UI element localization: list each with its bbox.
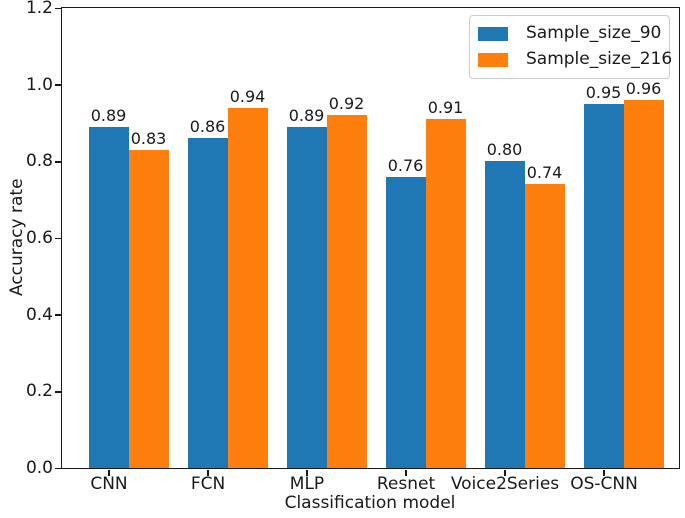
bar-Sample_size_216-Resnet [425, 119, 466, 468]
y-tick-label: 0.4 [25, 304, 53, 325]
bar-value-label: 0.92 [328, 94, 365, 114]
legend-entry: Sample_size_216 [478, 49, 672, 70]
y-tick-mark [55, 84, 61, 86]
bar-value-label: 0.91 [427, 98, 464, 118]
bar-Sample_size_90-Voice2Series [484, 161, 525, 468]
plot-area: 0.89 0.83 0.86 0.94 0.89 0.92 0.76 0.91 0.80 0.74… [61, 7, 680, 469]
x-tick-label-CNN: CNN [90, 474, 128, 494]
x-tick-label-OS-CNN: OS-CNN [570, 474, 638, 494]
y-tick-label: 0.6 [25, 228, 53, 248]
x-axis-label: Classification model [284, 493, 456, 513]
x-tick-label-Resnet: Resnet [376, 474, 436, 494]
y-tick-mark [55, 161, 61, 163]
x-tick-mark [207, 470, 209, 476]
bar-value-label: 0.94 [229, 86, 266, 106]
bar-Sample_size_90-MLP [286, 126, 327, 468]
legend-label: Sample_size_216 [526, 49, 673, 69]
bar-value-label: 0.95 [585, 82, 622, 102]
bar-value-label: 0.96 [625, 79, 662, 98]
bar-Sample_size_216-Voice2Series [524, 184, 565, 468]
y-tick-label: 0.2 [25, 381, 53, 402]
bar-Sample_size_90-OS-CNN [583, 103, 624, 468]
bar-value-label: 0.83 [130, 128, 167, 148]
legend-entry: Sample_size_90 [478, 23, 662, 44]
bar-value-label: 0.89 [288, 105, 325, 125]
x-tick-mark [603, 470, 605, 476]
bar-Sample_size_90-FCN [187, 138, 228, 468]
x-tick-mark [504, 470, 506, 476]
bar-value-label: 0.76 [387, 155, 424, 175]
x-tick-mark [108, 470, 110, 476]
y-tick-label: 1.0 [25, 74, 53, 95]
legend: Sample_size_90 Sample_size_216 [469, 15, 672, 79]
bar-Sample_size_216-OS-CNN [623, 100, 664, 468]
legend-swatch-icon [478, 26, 508, 41]
bar-value-label: 0.89 [90, 105, 127, 125]
y-tick-label: 0.0 [25, 458, 53, 478]
y-tick-mark [55, 314, 61, 316]
y-tick-mark [55, 7, 61, 10]
x-tick-mark [306, 470, 308, 476]
bar-Sample_size_90-CNN [88, 126, 129, 468]
y-tick-label: 0.8 [25, 151, 53, 172]
y-tick-mark [55, 391, 61, 393]
y-tick-mark [55, 467, 61, 470]
x-tick-mark [405, 470, 407, 476]
bar-Sample_size_216-FCN [227, 107, 268, 468]
legend-swatch-icon [478, 52, 508, 67]
legend-label: Sample_size_90 [526, 23, 662, 43]
bar-value-label: 0.86 [189, 117, 226, 137]
x-tick-label-Voice2Series: Voice2Series [450, 474, 560, 494]
bar-Sample_size_216-MLP [326, 115, 367, 468]
bar-value-label: 0.80 [486, 140, 523, 160]
bar-Sample_size_90-Resnet [385, 176, 426, 468]
x-tick-label-FCN: FCN [190, 474, 226, 494]
y-tick-mark [55, 237, 61, 240]
bar-value-label: 0.74 [526, 163, 563, 183]
bar-Sample_size_216-CNN [128, 149, 169, 468]
x-tick-label-MLP: MLP [289, 474, 325, 494]
y-tick-label: 1.2 [25, 0, 53, 18]
